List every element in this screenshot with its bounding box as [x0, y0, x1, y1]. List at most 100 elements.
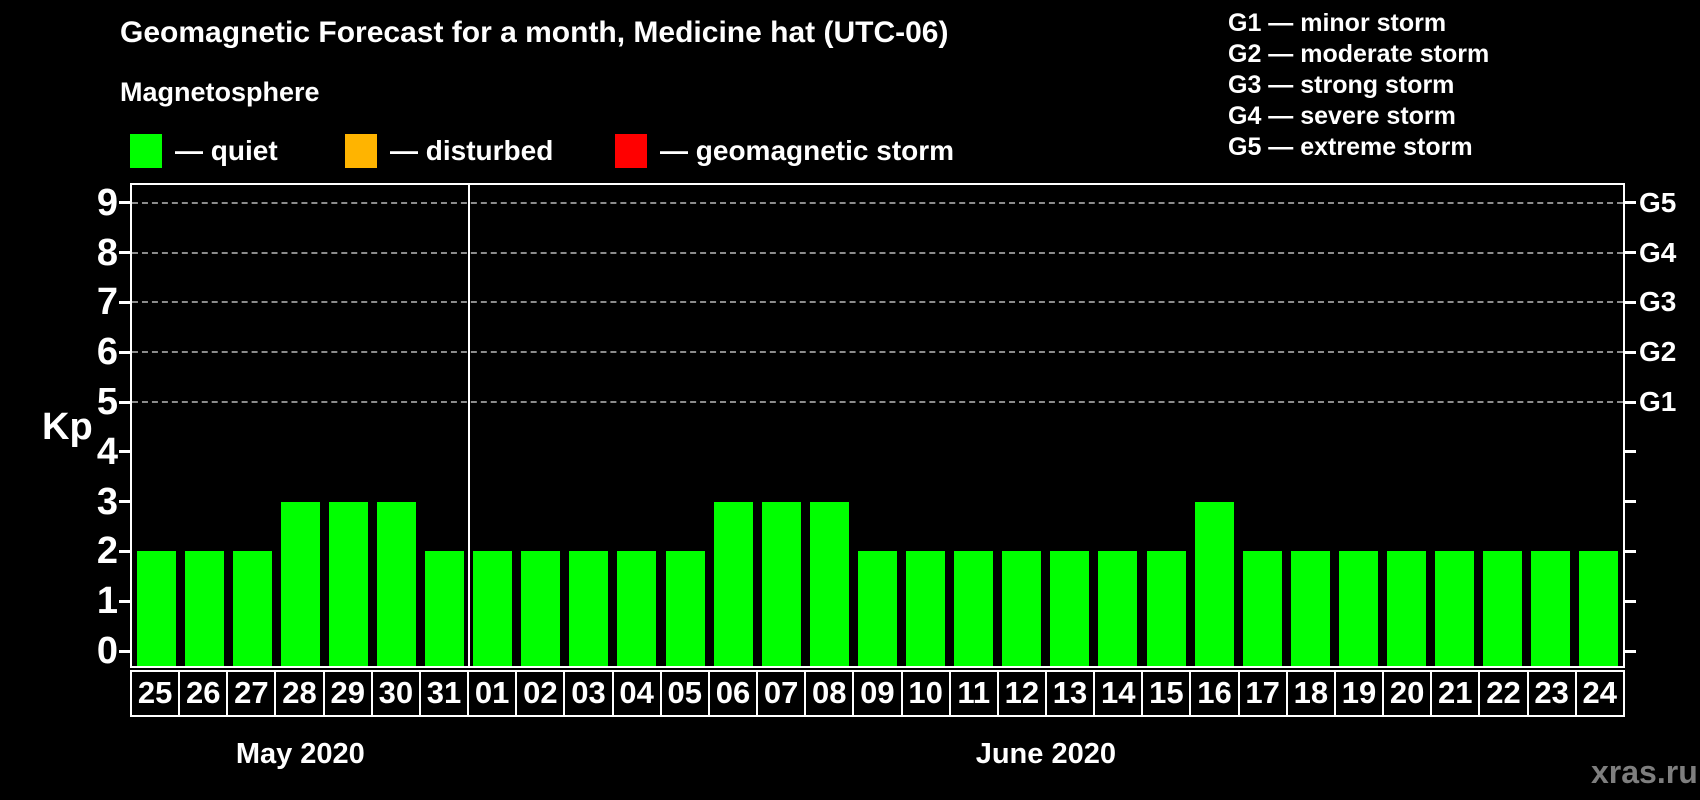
storm-scale-line: G3 — strong storm	[1228, 71, 1455, 99]
y-axis-tick-left	[119, 450, 130, 454]
gridline	[132, 351, 1623, 354]
bar-slot	[1431, 185, 1479, 666]
bar-slot	[1286, 185, 1334, 666]
y-axis-tick-right	[1625, 300, 1636, 304]
day-cell: 04	[611, 670, 660, 717]
legend-item: — quiet	[130, 133, 278, 168]
bar-slot	[1334, 185, 1382, 666]
kp-bar	[1531, 551, 1571, 666]
kp-bar	[857, 551, 897, 666]
legend-swatch	[615, 133, 647, 168]
month-label: June 2020	[975, 738, 1116, 770]
bar-slot	[565, 185, 613, 666]
bar-slot	[421, 185, 469, 666]
legend-item-label: — disturbed	[390, 134, 554, 166]
month-label: May 2020	[235, 738, 365, 770]
y-tick-label: 7	[96, 281, 118, 324]
kp-bar	[377, 501, 417, 666]
bar-slot	[1479, 185, 1527, 666]
day-cell: 19	[1333, 670, 1383, 717]
bar-slot	[853, 185, 901, 666]
legend-swatch	[345, 133, 377, 168]
bar-slot	[709, 185, 757, 666]
kp-bar	[713, 501, 753, 666]
bar-slot	[1382, 185, 1430, 666]
kp-bar	[1290, 551, 1330, 666]
kp-bar	[1194, 501, 1234, 666]
kp-bar	[906, 551, 946, 666]
y-axis-tick-right	[1625, 450, 1636, 454]
day-cell: 05	[659, 670, 708, 717]
kp-bar	[425, 551, 465, 666]
day-cell: 23	[1526, 670, 1575, 717]
bar-slot	[1046, 185, 1094, 666]
kp-bar	[954, 551, 994, 666]
bar-slot	[1190, 185, 1238, 666]
storm-scale-line: G2 — moderate storm	[1228, 40, 1490, 68]
day-cell: 07	[756, 670, 805, 717]
y-axis-tick-left	[119, 549, 130, 553]
gridline	[132, 201, 1623, 204]
day-cell: 10	[900, 670, 949, 717]
kp-bar	[1146, 551, 1186, 666]
bar-slot	[613, 185, 661, 666]
y-tick-label: 6	[96, 331, 118, 374]
day-cell: 06	[707, 670, 757, 717]
day-cell: 20	[1382, 670, 1431, 717]
legend-item: — geomagnetic storm	[615, 133, 954, 168]
gridline	[132, 401, 1623, 403]
kp-bar	[521, 551, 561, 666]
storm-scale-line: G4 — severe storm	[1228, 102, 1456, 130]
y-axis-tick-left	[119, 350, 130, 354]
kp-bar	[1435, 551, 1475, 666]
page-title: Geomagnetic Forecast for a month, Medici…	[120, 16, 949, 49]
storm-scale-line: G1 — minor storm	[1228, 9, 1447, 37]
bars-layer	[132, 185, 1623, 666]
y-tick-label: 3	[96, 480, 118, 523]
bar-slot	[998, 185, 1046, 666]
bar-slot	[805, 185, 853, 666]
y-axis-tick-right	[1625, 649, 1636, 653]
bar-slot	[1575, 185, 1623, 666]
y-axis-tick-right	[1625, 500, 1636, 504]
y-tick-label: 0	[96, 630, 118, 672]
day-axis-row: 25 26 27 28 29 30 31 01 02 03 04 05 06 07 08 09 10 11 12 13…	[130, 670, 1625, 717]
bar-slot	[1094, 185, 1142, 666]
bar-slot	[324, 185, 372, 666]
day-cell: 11	[948, 670, 997, 717]
day-cell: 27	[226, 670, 275, 717]
day-cell: 14	[1093, 670, 1142, 717]
day-cell: 31	[418, 670, 468, 717]
kp-bar	[1242, 551, 1282, 666]
kp-bar	[809, 501, 849, 666]
day-cell: 08	[804, 670, 853, 717]
subtitle-magnetosphere: Magnetosphere	[120, 77, 320, 107]
kp-bar	[1050, 551, 1090, 666]
bar-slot	[950, 185, 998, 666]
kp-bar	[1386, 551, 1426, 666]
y-tick-label: 5	[96, 381, 118, 423]
y-tick-label: 9	[96, 181, 118, 224]
y-axis-tick-left	[119, 251, 130, 255]
y-axis-tick-left	[119, 500, 130, 504]
kp-bar	[328, 501, 368, 666]
y-axis-tick-right	[1625, 400, 1636, 404]
day-cell: 01	[467, 670, 516, 717]
legend-item: — disturbed	[345, 133, 553, 168]
kp-bar	[232, 551, 272, 666]
kp-bar	[569, 551, 609, 666]
day-cell: 22	[1478, 670, 1527, 717]
legend-item-label: — quiet	[175, 134, 278, 166]
bar-slot	[180, 185, 228, 666]
bar-slot	[757, 185, 805, 666]
kp-bar	[136, 551, 176, 666]
legend-item-label: — geomagnetic storm	[660, 134, 955, 166]
day-cell: 12	[996, 670, 1045, 717]
y-tick-label: 2	[96, 530, 118, 573]
y-axis-tick-right	[1625, 350, 1636, 354]
y-tick-label: 4	[96, 430, 118, 473]
y-axis-tick-left	[119, 201, 130, 205]
day-cell: 25	[130, 670, 179, 717]
y-axis-tick-right	[1625, 549, 1636, 553]
